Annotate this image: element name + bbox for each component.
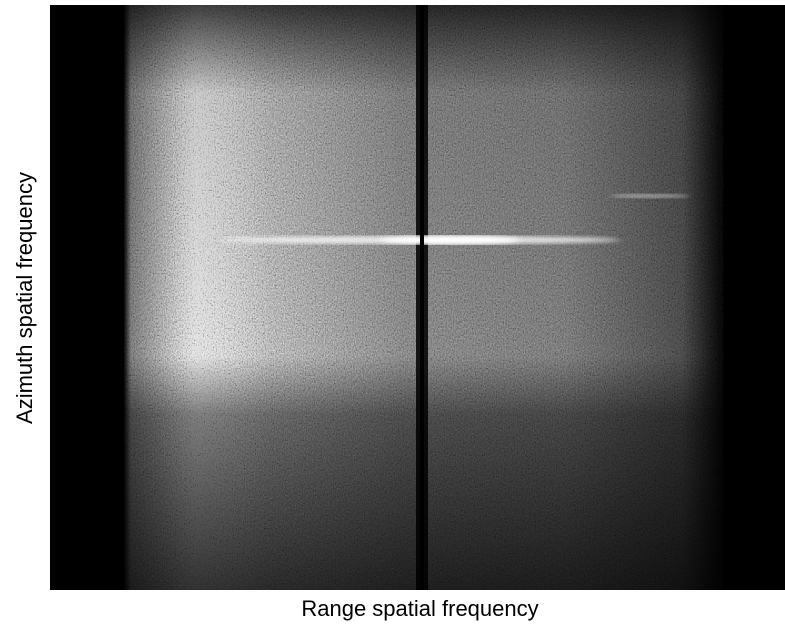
x-axis-label: Range spatial frequency <box>301 596 538 621</box>
y-axis-label: Azimuth spatial frequency <box>12 172 37 424</box>
spectrum-image <box>50 5 785 590</box>
